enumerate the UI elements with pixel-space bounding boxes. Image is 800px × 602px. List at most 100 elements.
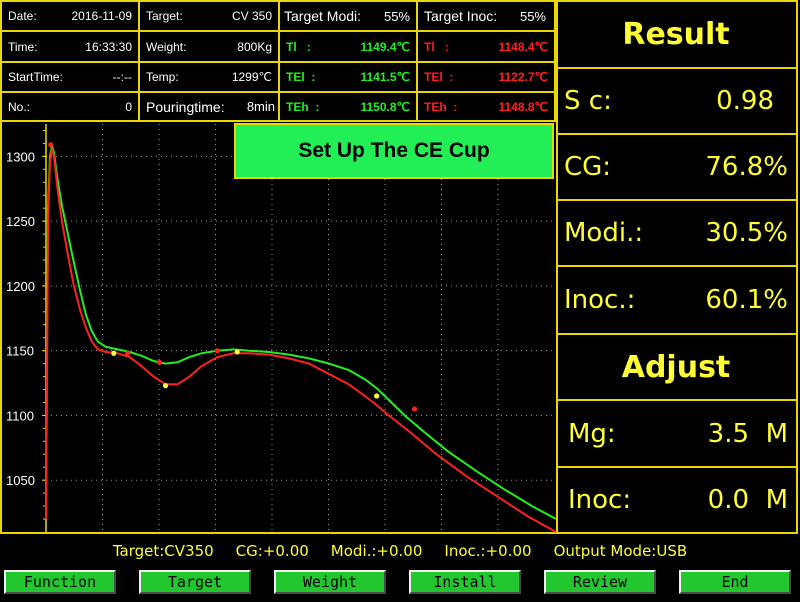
mg-adjust-amount: 3.5 M [708, 419, 788, 449]
date-value: 2016-11-09 [71, 9, 133, 23]
y-tick-label: 1050 [6, 473, 35, 488]
function-key-bar: Function Target Weight Install Review En… [0, 568, 800, 602]
curve-marker [125, 350, 131, 356]
pouringtime-cell: Pouringtime: 8min [138, 91, 280, 122]
cg-value: 76.8% [705, 152, 788, 182]
modi-result-value: 30.5% [705, 218, 788, 248]
temp-value: 1299℃ [231, 70, 272, 84]
temp-cell: Temp: 1299℃ [138, 61, 280, 93]
number-label: No.: [8, 99, 31, 114]
y-tick-label: 1150 [6, 344, 34, 359]
inoc-header-label: Target Inoc: [424, 8, 498, 24]
temp-label: Temp: [146, 70, 179, 84]
time-label: Time: [8, 39, 38, 54]
inoc-tl-label: Tl : [424, 39, 449, 54]
modi-teh-label: TEh : [286, 99, 320, 114]
curve-marker [48, 142, 54, 148]
function-button[interactable]: Function [4, 570, 116, 594]
mg-adjust-label: Mg: [568, 418, 616, 449]
result-title: Result [556, 0, 798, 69]
curve-marker [156, 359, 163, 365]
starttime-value: --:-- [112, 70, 132, 84]
time-value: 16:33:30 [85, 39, 132, 54]
pouringtime-label: Pouringtime: [146, 98, 225, 115]
weight-cell: Weight: 800Kg [138, 30, 280, 63]
date-label: Date: [8, 9, 37, 23]
mg-adjust-row: Mg: 3.5 M [556, 399, 798, 468]
inoc-tl-cell: Tl : 1148.4℃ [416, 30, 556, 63]
inoc-teh-cell: TEh : 1148.8℃ [416, 91, 556, 122]
modi-teh-cell: TEh : 1150.8℃ [278, 91, 418, 122]
cooling-curve-chart: 1050 1100 1150 1200 1250 1300 [0, 120, 558, 534]
inoc-result-value: 60.1% [705, 285, 788, 315]
y-tick-label: 1100 [6, 408, 34, 423]
number-value: 0 [125, 99, 132, 114]
review-button[interactable]: Review [544, 570, 656, 594]
curve-marker [374, 393, 380, 399]
modi-header-value: 55% [383, 8, 410, 24]
y-tick-label: 1200 [6, 279, 35, 294]
cg-label: CG: [564, 152, 612, 182]
modi-header-cell: Target Modi: 55% [278, 0, 418, 32]
end-button[interactable]: End [679, 570, 791, 594]
status-output-mode: Output Mode:USB [553, 542, 688, 560]
y-tick-label: 1300 [6, 149, 35, 164]
curve-marker [214, 348, 220, 354]
status-modi: Modi.:+0.00 [330, 542, 423, 560]
red-cooling-curve [45, 148, 557, 533]
mg-adjust-unit: M [765, 418, 788, 449]
curve-marker [162, 383, 169, 389]
modi-tel-cell: TEl : 1141.5℃ [278, 61, 418, 93]
weight-value: 800Kg [237, 39, 272, 54]
adjust-title: Adjust [556, 333, 798, 401]
time-cell: Time: 16:33:30 [0, 30, 140, 63]
modi-teh-value: 1150.8℃ [360, 99, 410, 114]
date-cell: Date: 2016-11-09 [0, 0, 140, 32]
starttime-label: StartTime: [8, 70, 63, 84]
inoc-teh-label: TEh : [424, 99, 458, 114]
modi-tl-cell: Tl : 1149.4℃ [278, 30, 418, 63]
green-cooling-curve [45, 145, 557, 520]
status-target: Target:CV350 [112, 542, 214, 560]
mg-adjust-value: 3.5 [707, 418, 750, 449]
sc-row: S c: 0.98 [556, 67, 798, 135]
target-value: CV 350 [231, 9, 272, 23]
status-bar: Target:CV350 CG:+0.00 Modi.:+0.00 Inoc.:… [0, 536, 800, 566]
sc-label: S c: [564, 86, 612, 116]
number-cell: No.: 0 [0, 91, 140, 122]
weight-button[interactable]: Weight [274, 570, 386, 594]
curve-marker [111, 350, 117, 356]
sc-value: 0.98 [716, 86, 774, 116]
inoc-header-cell: Target Inoc: 55% [416, 0, 556, 32]
target-button[interactable]: Target [139, 570, 251, 594]
inoc-result-label: Inoc.: [564, 285, 636, 315]
target-cell: Target: CV 350 [138, 0, 280, 32]
inoc-adjust-value: 0.0 [707, 485, 750, 515]
cg-row: CG: 76.8% [556, 133, 798, 201]
inoc-adjust-unit: M [765, 485, 788, 515]
target-label: Target: [146, 9, 183, 23]
inoc-adjust-row: Inoc: 0.0 M [556, 466, 798, 534]
install-button[interactable]: Install [409, 570, 521, 594]
inoc-tel-label: TEl : [424, 70, 454, 84]
modi-tl-value: 1149.4℃ [360, 39, 410, 54]
curve-marker [234, 349, 240, 355]
inoc-header-value: 55% [519, 8, 546, 24]
modi-row: Modi.: 30.5% [556, 199, 798, 267]
modi-tel-value: 1141.5℃ [360, 70, 410, 84]
starttime-cell: StartTime: --:-- [0, 61, 140, 93]
modi-header-label: Target Modi: [284, 8, 362, 24]
inoc-adjust-amount: 0.0 M [708, 485, 788, 515]
inoc-tl-value: 1148.4℃ [498, 39, 548, 54]
inoc-tel-value: 1122.7℃ [498, 70, 548, 84]
modi-tel-label: TEl : [286, 70, 316, 84]
curve-marker [411, 406, 418, 412]
modi-tl-label: Tl : [286, 39, 311, 54]
inoc-tel-cell: TEl : 1122.7℃ [416, 61, 556, 93]
inoc-row: Inoc.: 60.1% [556, 265, 798, 335]
status-inoc: Inoc.:+0.00 [444, 542, 532, 560]
weight-label: Weight: [146, 39, 187, 54]
status-cg: CG:+0.00 [235, 542, 309, 560]
inoc-adjust-label: Inoc: [568, 485, 632, 515]
pouringtime-value: 8min [246, 99, 275, 114]
